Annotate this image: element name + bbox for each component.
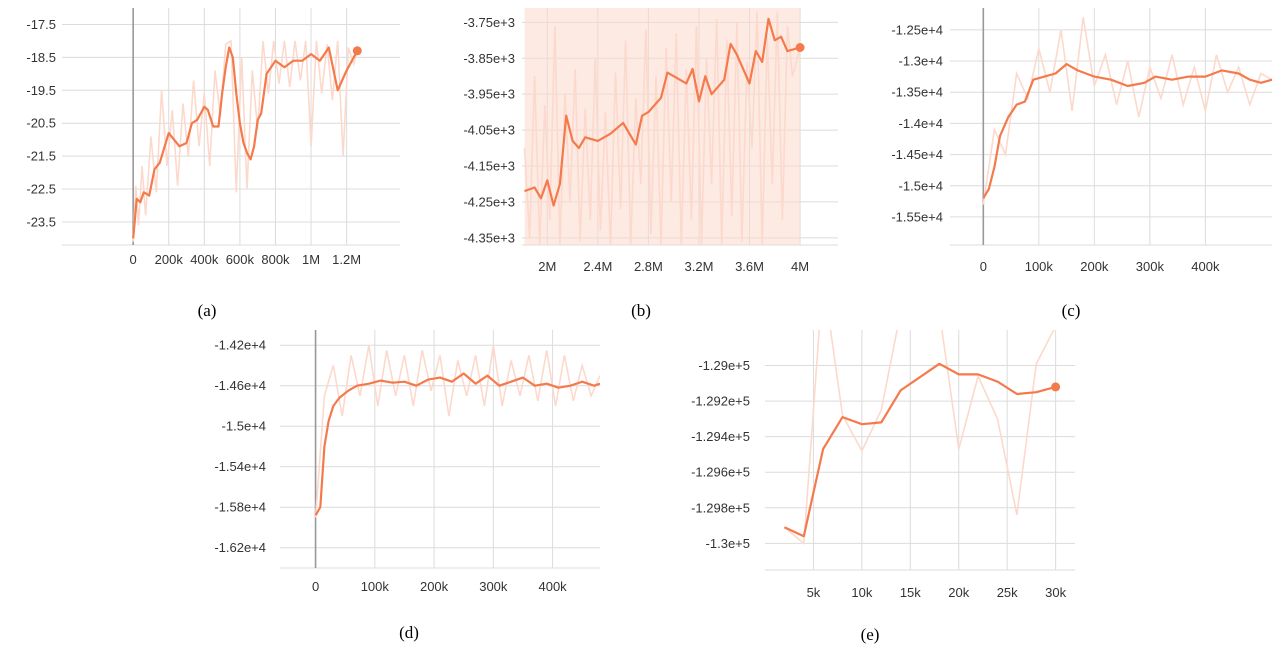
caption-a: (a)	[198, 301, 217, 320]
smoothed-series-line	[982, 62, 1272, 199]
y-tick-label: -4.25e+3	[463, 194, 515, 209]
x-tick-label: 10k	[851, 585, 872, 600]
series-end-marker	[1051, 382, 1061, 392]
y-tick-label: -1.3e+5	[706, 536, 750, 551]
raw-series-line	[783, 330, 1055, 545]
x-tick-label: 25k	[997, 585, 1018, 600]
y-tick-label: -22.5	[26, 182, 56, 197]
series-end-marker	[795, 43, 805, 52]
y-tick-label: -4.15e+3	[463, 159, 515, 174]
x-tick-label: 100k	[1025, 259, 1054, 274]
y-tick-label: -18.5	[26, 50, 56, 65]
chart-d: 0 100k 200k 300k 400k -1.42e+4 -1.46e+4 -1.5e+4…	[214, 330, 600, 594]
x-tick-label: 800k	[261, 252, 290, 267]
chart-b: 2M 2.4M 2.8M 3.2M 3.6M 4M -3.75e+3 -3.85e+3 -3.9…	[463, 8, 838, 274]
raw-series-line	[314, 345, 600, 518]
raw-series-line	[523, 11, 801, 245]
smoothed-series-line	[524, 17, 801, 207]
x-tick-label: 400k	[190, 252, 219, 267]
raw-series-line	[982, 17, 1272, 205]
x-tick-label: 2.8M	[634, 259, 663, 274]
x-tick-label: 200k	[155, 252, 184, 267]
y-tick-label: -20.5	[26, 116, 56, 131]
x-tick-label: 200k	[1080, 259, 1109, 274]
y-tick-label: -1.25e+4	[891, 22, 943, 37]
x-tick-label: 15k	[900, 585, 921, 600]
smoothed-series-line	[314, 372, 600, 516]
smoothed-series-line	[783, 362, 1056, 538]
y-tick-label: -17.5	[26, 17, 56, 32]
x-tick-label: 0	[312, 579, 319, 594]
series-end-marker	[352, 46, 362, 56]
x-tick-label: 200k	[420, 579, 449, 594]
x-tick-label: 0	[980, 259, 987, 274]
y-tick-label: -1.29e+5	[698, 358, 750, 373]
y-tick-label: -1.58e+4	[214, 500, 266, 515]
y-tick-label: -3.95e+3	[463, 87, 515, 102]
y-tick-label: -1.62e+4	[214, 540, 266, 555]
x-tick-label: 30k	[1045, 585, 1066, 600]
x-tick-label: 2.4M	[583, 259, 612, 274]
chart-e: 5k 10k 15k 20k 25k 30k -1.29e+5 -1.292e+5 -1.294…	[691, 330, 1075, 600]
y-tick-label: -1.5e+4	[899, 178, 943, 193]
chart-c: 0 100k 200k 300k 400k -1.25e+4 -1.3e+4 -1.35e+4…	[891, 8, 1272, 274]
x-tick-label: 1.2M	[332, 252, 361, 267]
y-tick-label: -1.298e+5	[691, 500, 750, 515]
y-tick-label: -1.294e+5	[691, 429, 750, 444]
y-tick-label: -1.54e+4	[214, 459, 266, 474]
x-tick-label: 400k	[1191, 259, 1220, 274]
y-tick-label: -1.46e+4	[214, 378, 266, 393]
x-tick-label: 0	[130, 252, 137, 267]
y-tick-label: -1.296e+5	[691, 465, 750, 480]
y-tick-label: -1.3e+4	[899, 54, 943, 69]
x-tick-label: 400k	[538, 579, 567, 594]
y-tick-label: -1.292e+5	[691, 394, 750, 409]
x-tick-label: 1M	[302, 252, 320, 267]
caption-c: (c)	[1062, 301, 1081, 320]
caption-b: (b)	[631, 301, 651, 320]
y-tick-label: -3.75e+3	[463, 15, 515, 30]
x-tick-label: 2M	[538, 259, 556, 274]
caption-d: (d)	[399, 623, 419, 642]
x-tick-label: 3.2M	[685, 259, 714, 274]
chart-a: 0 200k 400k 600k 800k 1M 1.2M -17.5 -18.5 -19.5 -2…	[26, 8, 400, 267]
x-tick-label: 300k	[1136, 259, 1165, 274]
x-tick-label: 20k	[948, 585, 969, 600]
y-tick-label: -1.5e+4	[222, 419, 266, 434]
x-tick-label: 600k	[226, 252, 255, 267]
x-tick-label: 300k	[479, 579, 508, 594]
y-tick-label: -1.55e+4	[891, 209, 943, 224]
x-tick-label: 100k	[361, 579, 390, 594]
x-tick-label: 5k	[807, 585, 821, 600]
x-tick-label: 3.6M	[735, 259, 764, 274]
y-tick-label: -1.35e+4	[891, 85, 943, 100]
caption-e: (e)	[861, 625, 880, 644]
raw-series-line	[132, 39, 359, 242]
y-tick-label: -23.5	[26, 214, 56, 229]
y-tick-label: -4.05e+3	[463, 123, 515, 138]
y-tick-label: -1.42e+4	[214, 338, 266, 353]
y-tick-label: -1.4e+4	[899, 116, 943, 131]
y-tick-label: -19.5	[26, 83, 56, 98]
x-tick-label: 4M	[791, 259, 809, 274]
y-tick-label: -21.5	[26, 149, 56, 164]
y-tick-label: -1.45e+4	[891, 147, 943, 162]
y-tick-label: -3.85e+3	[463, 51, 515, 66]
y-tick-label: -4.35e+3	[463, 230, 515, 245]
smoothed-series-line	[132, 46, 359, 239]
